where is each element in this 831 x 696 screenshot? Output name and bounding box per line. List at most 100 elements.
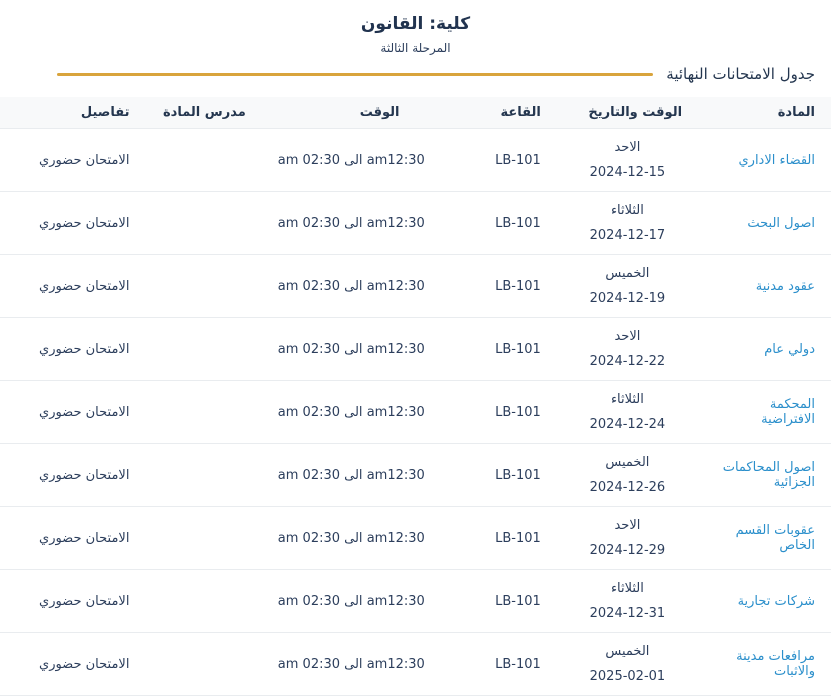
exam-day: الخميس <box>605 644 650 659</box>
time-cell: am 02:30 الى am12:30 <box>261 128 425 192</box>
time-cell: am 02:30 الى am12:30 <box>261 632 425 696</box>
table-row: المحكمة الافتراضية الثلاثاء 2024-12-24 L… <box>0 380 831 444</box>
hall-cell: LB-101 <box>415 443 557 507</box>
subject-link[interactable]: القضاء الاداري <box>738 152 815 168</box>
table-row: عقوبات القسم الخاص الاحد 2024-12-29 LB-1… <box>0 506 831 570</box>
subject-link[interactable]: مرافعات مدينة والاثبات <box>736 649 815 679</box>
exam-date: 2025-02-01 <box>589 669 666 684</box>
datetime-cell: الاحد 2024-12-29 <box>556 506 699 570</box>
details-cell: الامتحان حضوري <box>0 317 146 381</box>
exams-table-header: المادة الوقت والتاريخ القاعة الوقت مدرس … <box>0 97 831 129</box>
time-cell: am 02:30 الى am12:30 <box>261 191 425 255</box>
subject-cell: المحكمة الافتراضية <box>698 380 831 444</box>
details-cell: الامتحان حضوري <box>0 128 146 192</box>
subject-link[interactable]: عقوبات القسم الخاص <box>735 523 815 553</box>
details-cell: الامتحان حضوري <box>0 443 146 507</box>
details-cell: الامتحان حضوري <box>0 506 146 570</box>
schedule-heading: جدول الامتحانات النهائية <box>666 65 815 83</box>
subject-link[interactable]: شركات تجارية <box>737 593 815 609</box>
subject-link[interactable]: اصول المحاكمات الجزائية <box>722 460 815 490</box>
exam-day: الاحد <box>614 329 641 344</box>
header-subject: المادة <box>698 97 831 129</box>
datetime-cell: الاحد 2024-12-22 <box>556 317 699 381</box>
table-row: عقود مدنية الخميس 2024-12-19 LB-101 am 0… <box>0 254 831 318</box>
datetime-cell: الاحد 2024-12-15 <box>556 128 699 192</box>
page-title: كلية: القانون <box>360 14 471 34</box>
time-cell: am 02:30 الى am12:30 <box>261 443 425 507</box>
table-row: شركات تجارية الثلاثاء 2024-12-31 LB-101 … <box>0 569 831 633</box>
table-row: اصول البحث الثلاثاء 2024-12-17 LB-101 am… <box>0 191 831 255</box>
schedule-heading-row: جدول الامتحانات النهائية <box>0 60 831 88</box>
teacher-cell <box>145 506 262 570</box>
details-cell: الامتحان حضوري <box>0 632 146 696</box>
datetime-cell: الخميس 2025-02-01 <box>556 632 699 696</box>
time-cell: am 02:30 الى am12:30 <box>261 380 425 444</box>
time-cell: am 02:30 الى am12:30 <box>261 506 425 570</box>
table-row: دولي عام الاحد 2024-12-22 LB-101 am 02:3… <box>0 317 831 381</box>
subject-cell: دولي عام <box>698 317 831 381</box>
exam-date: 2024-12-19 <box>589 291 666 306</box>
details-cell: الامتحان حضوري <box>0 380 146 444</box>
hall-cell: LB-101 <box>415 506 557 570</box>
exam-day: الاحد <box>614 518 641 533</box>
subject-cell: عقوبات القسم الخاص <box>698 506 831 570</box>
time-cell: am 02:30 الى am12:30 <box>261 569 425 633</box>
exam-date: 2024-12-15 <box>589 165 666 180</box>
teacher-cell <box>145 632 262 696</box>
stage-subtitle: المرحلة الثالثة <box>380 41 451 55</box>
teacher-cell <box>145 380 262 444</box>
exam-date: 2024-12-31 <box>589 606 666 621</box>
exam-date: 2024-12-24 <box>589 417 666 432</box>
subject-cell: اصول البحث <box>698 191 831 255</box>
exam-day: الثلاثاء <box>610 392 644 407</box>
datetime-cell: الثلاثاء 2024-12-17 <box>556 191 699 255</box>
teacher-cell <box>145 443 262 507</box>
exam-date: 2024-12-22 <box>589 354 666 369</box>
teacher-cell <box>145 569 262 633</box>
subject-cell: اصول المحاكمات الجزائية <box>698 443 831 507</box>
title-block: كلية: القانون المرحلة الثالثة <box>0 0 831 55</box>
table-row: مرافعات مدينة والاثبات الخميس 2025-02-01… <box>0 632 831 696</box>
subject-link[interactable]: اصول البحث <box>747 215 815 231</box>
time-cell: am 02:30 الى am12:30 <box>261 254 425 318</box>
datetime-cell: الثلاثاء 2024-12-31 <box>556 569 699 633</box>
exams-table-body: القضاء الاداري الاحد 2024-12-15 LB-101 a… <box>0 128 831 696</box>
datetime-cell: الخميس 2024-12-26 <box>556 443 699 507</box>
teacher-cell <box>145 254 262 318</box>
teacher-cell <box>145 128 262 192</box>
table-row: اصول المحاكمات الجزائية الخميس 2024-12-2… <box>0 443 831 507</box>
details-cell: الامتحان حضوري <box>0 569 146 633</box>
gold-divider-line <box>57 72 654 76</box>
exams-table: المادة الوقت والتاريخ القاعة الوقت مدرس … <box>0 97 831 696</box>
teacher-cell <box>145 191 262 255</box>
time-cell: am 02:30 الى am12:30 <box>261 317 425 381</box>
exam-day: الخميس <box>605 266 650 281</box>
hall-cell: LB-101 <box>415 128 557 192</box>
exam-day: الاحد <box>614 140 641 155</box>
teacher-cell <box>145 317 262 381</box>
exam-day: الثلاثاء <box>610 203 644 218</box>
table-row: القضاء الاداري الاحد 2024-12-15 LB-101 a… <box>0 128 831 192</box>
datetime-cell: الخميس 2024-12-19 <box>556 254 699 318</box>
hall-cell: LB-101 <box>415 632 557 696</box>
exam-day: الخميس <box>605 455 650 470</box>
subject-link[interactable]: دولي عام <box>764 341 815 357</box>
header-datetime: الوقت والتاريخ <box>556 97 699 129</box>
header-hall: القاعة <box>415 97 557 129</box>
header-teacher: مدرس المادة <box>145 97 262 129</box>
hall-cell: LB-101 <box>415 569 557 633</box>
subject-cell: شركات تجارية <box>698 569 831 633</box>
hall-cell: LB-101 <box>415 317 557 381</box>
subject-cell: عقود مدنية <box>698 254 831 318</box>
subject-cell: القضاء الاداري <box>698 128 831 192</box>
subject-link[interactable]: المحكمة الافتراضية <box>761 397 815 427</box>
header-time: الوقت <box>261 97 416 129</box>
header-details: تفاصيل <box>0 97 146 129</box>
exam-date: 2024-12-29 <box>589 543 666 558</box>
exam-date: 2024-12-26 <box>589 480 666 495</box>
details-cell: الامتحان حضوري <box>0 254 146 318</box>
subject-link[interactable]: عقود مدنية <box>755 278 815 294</box>
datetime-cell: الثلاثاء 2024-12-24 <box>556 380 699 444</box>
hall-cell: LB-101 <box>415 191 557 255</box>
